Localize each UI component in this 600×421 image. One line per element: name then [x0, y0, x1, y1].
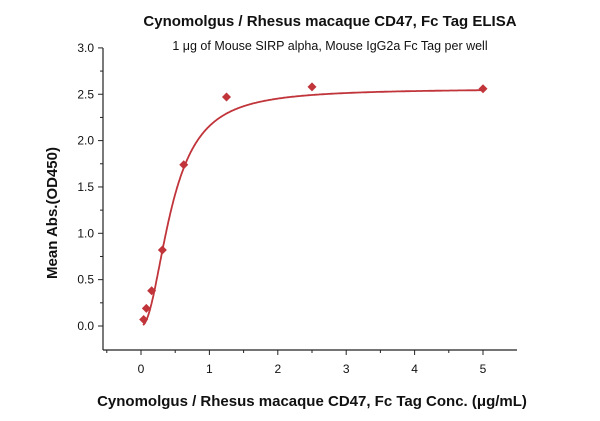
x-tick-label: 1 — [206, 362, 213, 376]
x-tick-label: 3 — [343, 362, 350, 376]
y-tick-label: 1.0 — [77, 226, 94, 240]
data-point — [179, 160, 189, 170]
data-point — [307, 82, 317, 92]
chart-title: Cynomolgus / Rhesus macaque CD47, Fc Tag… — [143, 13, 516, 30]
data-point — [147, 286, 157, 296]
x-axis-label: Cynomolgus / Rhesus macaque CD47, Fc Tag… — [97, 393, 527, 410]
y-tick-label: 2.0 — [77, 134, 94, 148]
data-point — [222, 92, 231, 102]
data-point — [478, 84, 488, 94]
data-point — [139, 315, 149, 325]
chart-subtitle: 1 μg of Mouse SIRP alpha, Mouse IgG2a Fc… — [172, 39, 487, 53]
y-axis-label: Mean Abs.(OD450) — [44, 147, 61, 279]
x-tick-label: 0 — [138, 362, 145, 376]
data-point — [141, 303, 151, 313]
x-tick-label: 2 — [274, 362, 281, 376]
y-tick-label: 3.0 — [77, 41, 94, 55]
y-tick-label: 1.5 — [77, 180, 94, 194]
y-tick-label: 0.5 — [77, 273, 94, 287]
y-tick-label: 2.5 — [77, 87, 94, 101]
x-tick-label: 4 — [411, 362, 418, 376]
fit-curve — [142, 89, 483, 326]
data-point — [157, 245, 167, 255]
y-tick-label: 0.0 — [77, 319, 94, 333]
x-tick-label: 5 — [480, 362, 487, 376]
